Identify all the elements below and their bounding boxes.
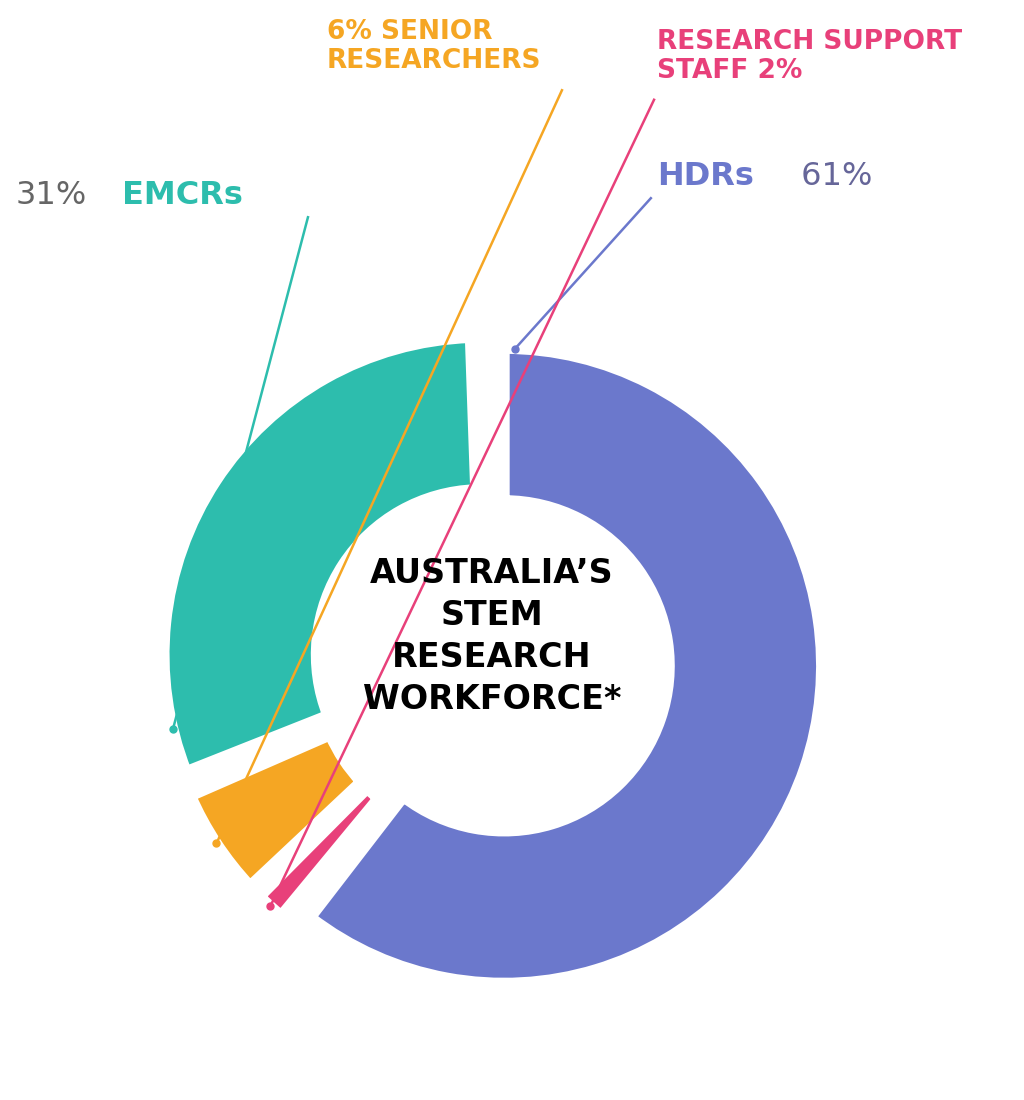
Text: AUSTRALIA’S
STEM
RESEARCH
WORKFORCE*: AUSTRALIA’S STEM RESEARCH WORKFORCE* (362, 557, 622, 716)
Wedge shape (310, 349, 821, 983)
Text: 31%: 31% (16, 180, 87, 211)
Text: 61%: 61% (791, 161, 871, 191)
Text: RESEARCH SUPPORT
STAFF 2%: RESEARCH SUPPORT STAFF 2% (657, 29, 963, 84)
Text: HDRs: HDRs (657, 161, 754, 191)
Text: EMCRs: EMCRs (112, 180, 243, 211)
Wedge shape (164, 338, 476, 771)
Wedge shape (190, 735, 361, 886)
Text: 6% SENIOR
RESEARCHERS: 6% SENIOR RESEARCHERS (327, 20, 542, 75)
Wedge shape (260, 789, 378, 916)
